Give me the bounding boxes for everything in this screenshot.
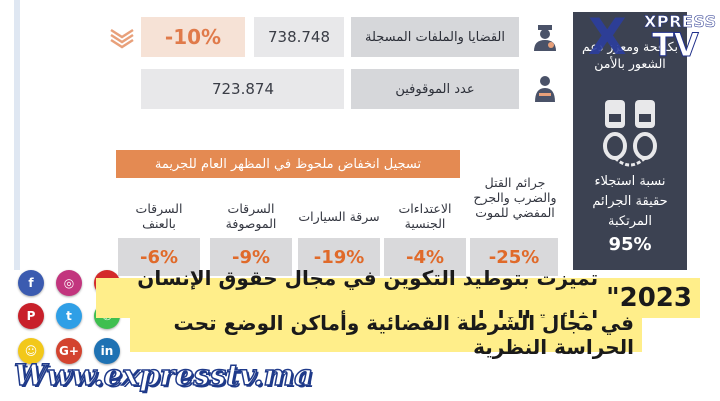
detainees-label-box: عدد الموقوفين: [351, 69, 519, 109]
crime-label: سرقة السيارات: [298, 208, 380, 224]
facebook-icon[interactable]: f: [18, 270, 44, 296]
expresstv-logo: X XPRESS TV: [586, 8, 716, 66]
ticker-line-1: "2023 تميزت بتوطيد التكوين في مجال حقوق …: [96, 266, 700, 330]
linkedin-icon[interactable]: in: [94, 338, 120, 364]
ticker-year: "2023: [606, 283, 692, 313]
cases-value-box: 738.748: [254, 17, 344, 57]
banner-text: تسجيل انخفاض ملحوظ في المظهر العام للجري…: [154, 156, 422, 172]
detainees-value-box: 723.874: [141, 69, 344, 109]
instagram-icon[interactable]: ◎: [56, 270, 82, 296]
cases-value: 738.748: [267, 28, 331, 46]
left-divider: [14, 0, 20, 270]
crime-pct-box: -6%: [118, 238, 200, 276]
police-officer-icon: [530, 22, 560, 52]
crime-label: جرائم القتل والضرب والجرح المفضي للموت: [473, 174, 557, 220]
google-plus-icon[interactable]: G+: [56, 338, 82, 364]
side-panel-caption: نسبة استجلاء حقيقة الجرائم المرتكبة: [592, 174, 668, 229]
cases-change-value: -10%: [164, 25, 222, 49]
side-panel-value: 95%: [608, 234, 652, 255]
crime-pct-box: -4%: [384, 238, 466, 276]
logo-line1: XPRESS: [644, 12, 717, 32]
crime-pct-box: -19%: [298, 238, 380, 276]
ticker-text-2: في مجال الشرطة القضائية وأماكن الوضع تحت…: [173, 311, 634, 359]
crime-label: السرقات بالعنف: [135, 201, 183, 231]
logo-line2: TV: [652, 26, 700, 65]
twitter-icon[interactable]: t: [56, 303, 82, 329]
layers-icon: [107, 22, 137, 52]
side-panel-top-text: بكافحة ومعزز دعم الشعور بالأمن: [582, 39, 678, 71]
cases-label-box: القضايا والملفات المسجلة: [351, 17, 519, 57]
detainee-icon: [530, 74, 560, 104]
detainees-value: 723.874: [211, 80, 274, 98]
crime-pct-box: -25%: [470, 238, 558, 276]
crime-decrease-banner: تسجيل انخفاض ملحوظ في المظهر العام للجري…: [116, 150, 460, 178]
website-url[interactable]: Www.expresstv.ma: [13, 357, 313, 393]
handcuffs-icon: [597, 94, 663, 174]
svg-text:X: X: [588, 10, 627, 64]
ticker-line-2: في مجال الشرطة القضائية وأماكن الوضع تحت…: [130, 311, 642, 359]
snapchat-icon[interactable]: ☺: [18, 338, 44, 364]
pinterest-icon[interactable]: P: [18, 303, 44, 329]
crime-pct-box: -9%: [210, 238, 292, 276]
cases-label: القضايا والملفات المسجلة: [364, 29, 506, 45]
cases-change-box: -10%: [141, 17, 245, 57]
crime-label: السرقات الموصوفة: [225, 201, 277, 231]
side-panel: بكافحة ومعزز دعم الشعور بالأمن نسبة استج…: [573, 12, 687, 270]
crime-label: الاعتداءات الجنسية: [398, 201, 452, 231]
detainees-label: عدد الموقوفين: [395, 81, 475, 97]
